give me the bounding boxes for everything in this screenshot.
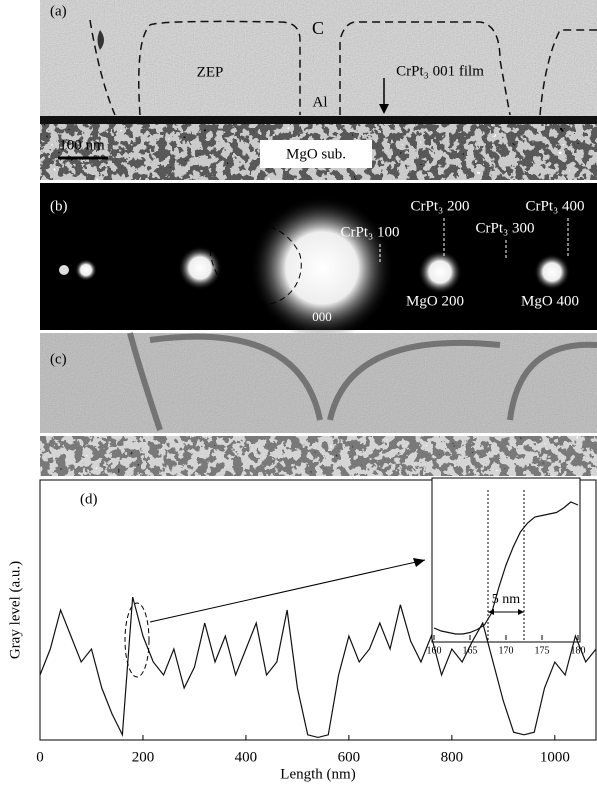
spot [534,254,570,290]
x-tick-label: 1000 [540,749,570,765]
highlight [124,602,150,678]
panel-d: (d) Gray level (a.u.) Length (nm) [7,477,597,782]
x-tick-label: 160 [427,645,442,656]
panel-label: (a) [50,3,67,19]
label: MgO sub. [286,146,346,162]
label-box [260,140,372,168]
noise [40,0,597,118]
label: CrPt₃ 200 [411,198,470,214]
x-tick-label: 180 [571,645,586,656]
gray-level-curve [433,501,579,635]
outline [209,223,302,306]
panel-b: (b) CrPt₃ 200 CrPt₃ 400 CrPt₃ 100 CrPt₃ … [40,183,597,340]
arrowhead [379,104,389,114]
label: 000 [312,309,332,324]
spot [59,265,69,275]
inset-frame [431,477,581,643]
defect [97,30,104,50]
arrow [149,559,426,623]
substrate-image [40,436,597,476]
frame [39,479,597,741]
x-tick-label: 165 [463,645,478,656]
label: CrPt₃ 400 [526,198,585,214]
x-tick-label: 600 [338,749,361,765]
gray-level-curve [39,596,597,739]
label: MgO 400 [521,293,579,309]
scale-label: 100 nm [59,137,105,153]
label: CrPt₃ 300 [476,220,535,236]
label: MgO 200 [406,293,464,309]
label: CrPt₃ 001 film [396,63,484,79]
label: C [312,18,324,38]
label: CrPt₃ 100 [341,224,400,240]
panel-a: (a) C ZEP Al CrPt₃ 001 film 100 nm MgO s… [40,0,597,180]
outline [89,19,597,116]
x-tick-label: 400 [235,749,258,765]
panel-label: (d) [80,491,98,507]
panel-label: (b) [50,198,68,214]
spot [250,196,394,340]
edge [127,332,597,431]
x-label: Length (nm) [280,766,355,782]
y-label: Gray level (a.u.) [7,561,23,659]
interface [40,116,597,124]
x-tick-label: 170 [499,645,514,656]
annotation: 5 nm [492,592,521,607]
x-tick-label: 175 [535,645,550,656]
spot [75,259,97,281]
x-tick-label: 800 [441,749,464,765]
spot [418,250,462,294]
panel-label: (c) [50,351,67,367]
x-tick-label: 0 [36,749,44,765]
label: ZEP [197,64,224,80]
pointer [379,218,569,262]
spot [178,246,222,290]
arrowhead [413,558,425,567]
label: Al [313,94,328,110]
x-tick-label: 200 [132,749,155,765]
panel-c: (c) [40,332,597,476]
